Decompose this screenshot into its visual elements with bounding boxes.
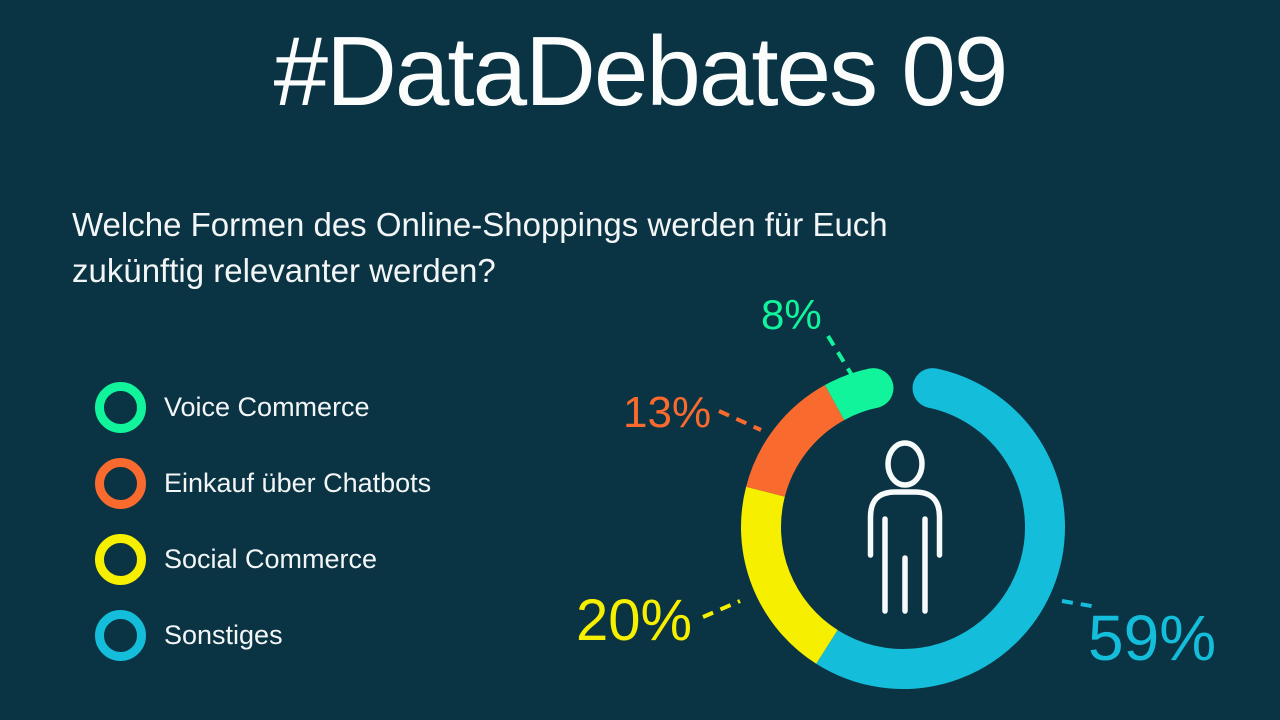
donut-cap-sonstiges (912, 368, 953, 409)
percent-label-sonstiges: 59% (1088, 602, 1217, 674)
question-line-2: zukünftig relevanter werden? (72, 252, 496, 289)
legend-item-einkauf-ueber-chatbots: Einkauf über Chatbots (95, 458, 431, 509)
legend-ring-icon (95, 534, 146, 585)
leader-line-einkauf-ber-chatbots (718, 409, 762, 432)
legend-item-social-commerce: Social Commerce (95, 534, 431, 585)
percent-label-einkauf-ueber-chatbots: 13% (623, 388, 712, 437)
leader-line-voice-commerce (826, 334, 855, 379)
question-line-1: Welche Formen des Online-Shoppings werde… (72, 206, 888, 243)
person-icon (867, 440, 943, 614)
leader-line-sonstiges (1061, 599, 1098, 609)
legend-item-sonstiges: Sonstiges (95, 610, 431, 661)
legend-label: Social Commerce (164, 544, 378, 574)
question: Welche Formen des Online-Shoppings werde… (72, 202, 888, 294)
donut-segments (741, 368, 1065, 689)
legend-ring-icon (95, 610, 146, 661)
percent-label-voice-commerce: 8% (761, 291, 822, 338)
legend-ring-icon (95, 458, 146, 509)
leader-lines (702, 334, 1098, 619)
legend-label: Einkauf über Chatbots (164, 468, 432, 498)
legend: Voice Commerce Einkauf über Chatbots Soc… (95, 382, 431, 686)
leader-line-social-commerce (702, 599, 741, 619)
legend-label: Voice Commerce (164, 392, 370, 422)
legend-item-voice-commerce: Voice Commerce (95, 382, 431, 433)
page-title: #DataDebates 09 (273, 16, 1009, 126)
donut-cap-voice-commerce (853, 368, 894, 409)
donut-segment-social-commerce (741, 486, 839, 664)
donut-segment-sonstiges (816, 368, 1065, 689)
donut-segment-einkauf-ber-chatbots (746, 385, 845, 498)
legend-label: Sonstiges (164, 620, 283, 650)
percent-label-social-commerce: 20% (576, 588, 693, 653)
legend-ring-icon (95, 382, 146, 433)
